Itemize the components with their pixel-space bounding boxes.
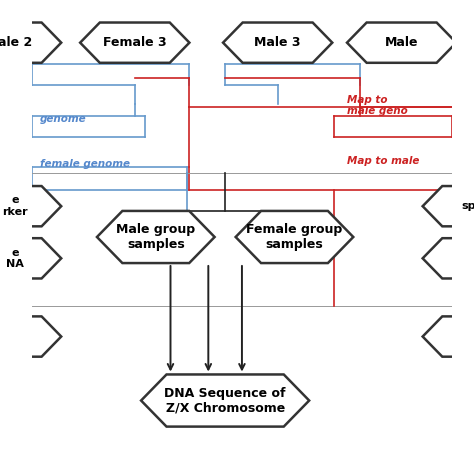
Polygon shape bbox=[141, 374, 309, 427]
Text: Map to male: Map to male bbox=[347, 156, 419, 166]
Text: sp: sp bbox=[462, 201, 474, 211]
Polygon shape bbox=[97, 211, 215, 263]
Polygon shape bbox=[223, 23, 332, 63]
Text: female genome: female genome bbox=[40, 159, 130, 169]
Text: ale 2: ale 2 bbox=[0, 36, 32, 49]
Polygon shape bbox=[0, 238, 61, 279]
Polygon shape bbox=[0, 23, 61, 63]
Text: Map to
male geno: Map to male geno bbox=[347, 95, 408, 117]
Text: DNA Sequence of
Z/X Chromosome: DNA Sequence of Z/X Chromosome bbox=[164, 386, 286, 415]
Polygon shape bbox=[0, 186, 61, 227]
Polygon shape bbox=[347, 23, 456, 63]
Polygon shape bbox=[423, 186, 474, 227]
Text: genome: genome bbox=[40, 114, 87, 124]
Polygon shape bbox=[423, 238, 474, 279]
Text: Female group
samples: Female group samples bbox=[246, 223, 343, 251]
Text: e
NA: e NA bbox=[6, 247, 24, 269]
Polygon shape bbox=[0, 317, 61, 357]
Polygon shape bbox=[423, 317, 474, 357]
Polygon shape bbox=[80, 23, 190, 63]
Text: Male 3: Male 3 bbox=[255, 36, 301, 49]
Text: e
rker: e rker bbox=[2, 195, 28, 217]
Polygon shape bbox=[236, 211, 353, 263]
Text: Female 3: Female 3 bbox=[103, 36, 166, 49]
Text: Male group
samples: Male group samples bbox=[116, 223, 195, 251]
Text: Male: Male bbox=[385, 36, 419, 49]
